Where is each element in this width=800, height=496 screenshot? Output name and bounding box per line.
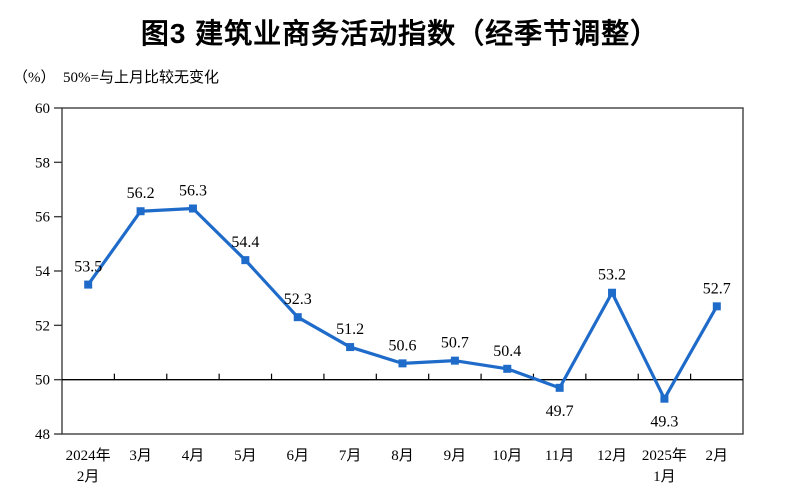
x-axis-label: 2月	[706, 448, 729, 464]
data-point-label: 54.4	[231, 234, 259, 251]
data-point-marker	[136, 207, 145, 216]
x-axis-label: 11月	[545, 448, 574, 464]
data-point-marker	[84, 280, 93, 289]
y-axis-label: 58	[35, 155, 50, 171]
data-point-label: 50.4	[493, 343, 521, 360]
x-axis-label: 12月	[597, 448, 627, 464]
y-axis-label: 48	[35, 427, 50, 443]
data-point-marker	[712, 302, 721, 311]
data-point-label: 50.7	[441, 335, 469, 352]
data-point-marker	[346, 343, 355, 352]
x-axis-label: 3月	[129, 448, 152, 464]
x-axis-label: 6月	[286, 448, 309, 464]
y-axis-label: 56	[35, 210, 51, 226]
chart-unit-note: （%） 50%=与上月比较无变化	[13, 70, 219, 86]
x-axis-label: 2024年	[66, 447, 111, 464]
data-point-label: 51.2	[336, 321, 364, 338]
data-point-label: 56.2	[127, 185, 155, 202]
data-point-marker	[503, 364, 512, 373]
data-point-label: 49.3	[650, 414, 678, 431]
x-axis-label: 1月	[653, 469, 676, 485]
data-point-marker	[293, 313, 302, 322]
data-point-marker	[398, 359, 407, 368]
y-axis-label: 50	[35, 373, 50, 389]
data-point-marker	[608, 288, 617, 297]
x-axis-label: 7月	[339, 448, 362, 464]
data-point-marker	[188, 204, 197, 213]
x-axis-label: 2月	[77, 469, 100, 485]
y-axis-label: 54	[35, 264, 51, 280]
data-point-label: 52.3	[284, 291, 312, 308]
x-axis-label: 5月	[234, 448, 257, 464]
x-axis-label: 8月	[391, 448, 414, 464]
data-point-marker	[241, 256, 250, 265]
series-line	[86, 206, 719, 401]
x-axis-label: 9月	[444, 448, 467, 464]
data-point-label: 56.3	[179, 183, 207, 200]
data-point-marker	[555, 383, 564, 392]
data-point-marker	[450, 356, 459, 365]
data-point-label: 53.2	[598, 267, 626, 284]
chart-title: 图3 建筑业商务活动指数（经季节调整）	[140, 18, 660, 49]
data-point-label: 53.5	[74, 259, 102, 276]
y-axis-label: 52	[35, 318, 50, 334]
data-point-label: 50.6	[389, 337, 417, 354]
data-point-label: 49.7	[546, 403, 574, 420]
plot-border	[61, 107, 744, 435]
x-axis-label: 10月	[492, 448, 522, 464]
y-axis-label: 60	[35, 101, 50, 117]
x-axis-label: 2025年	[642, 447, 687, 464]
x-axis-label: 4月	[182, 448, 205, 464]
data-point-marker	[660, 394, 669, 403]
data-point-label: 52.7	[703, 280, 731, 297]
